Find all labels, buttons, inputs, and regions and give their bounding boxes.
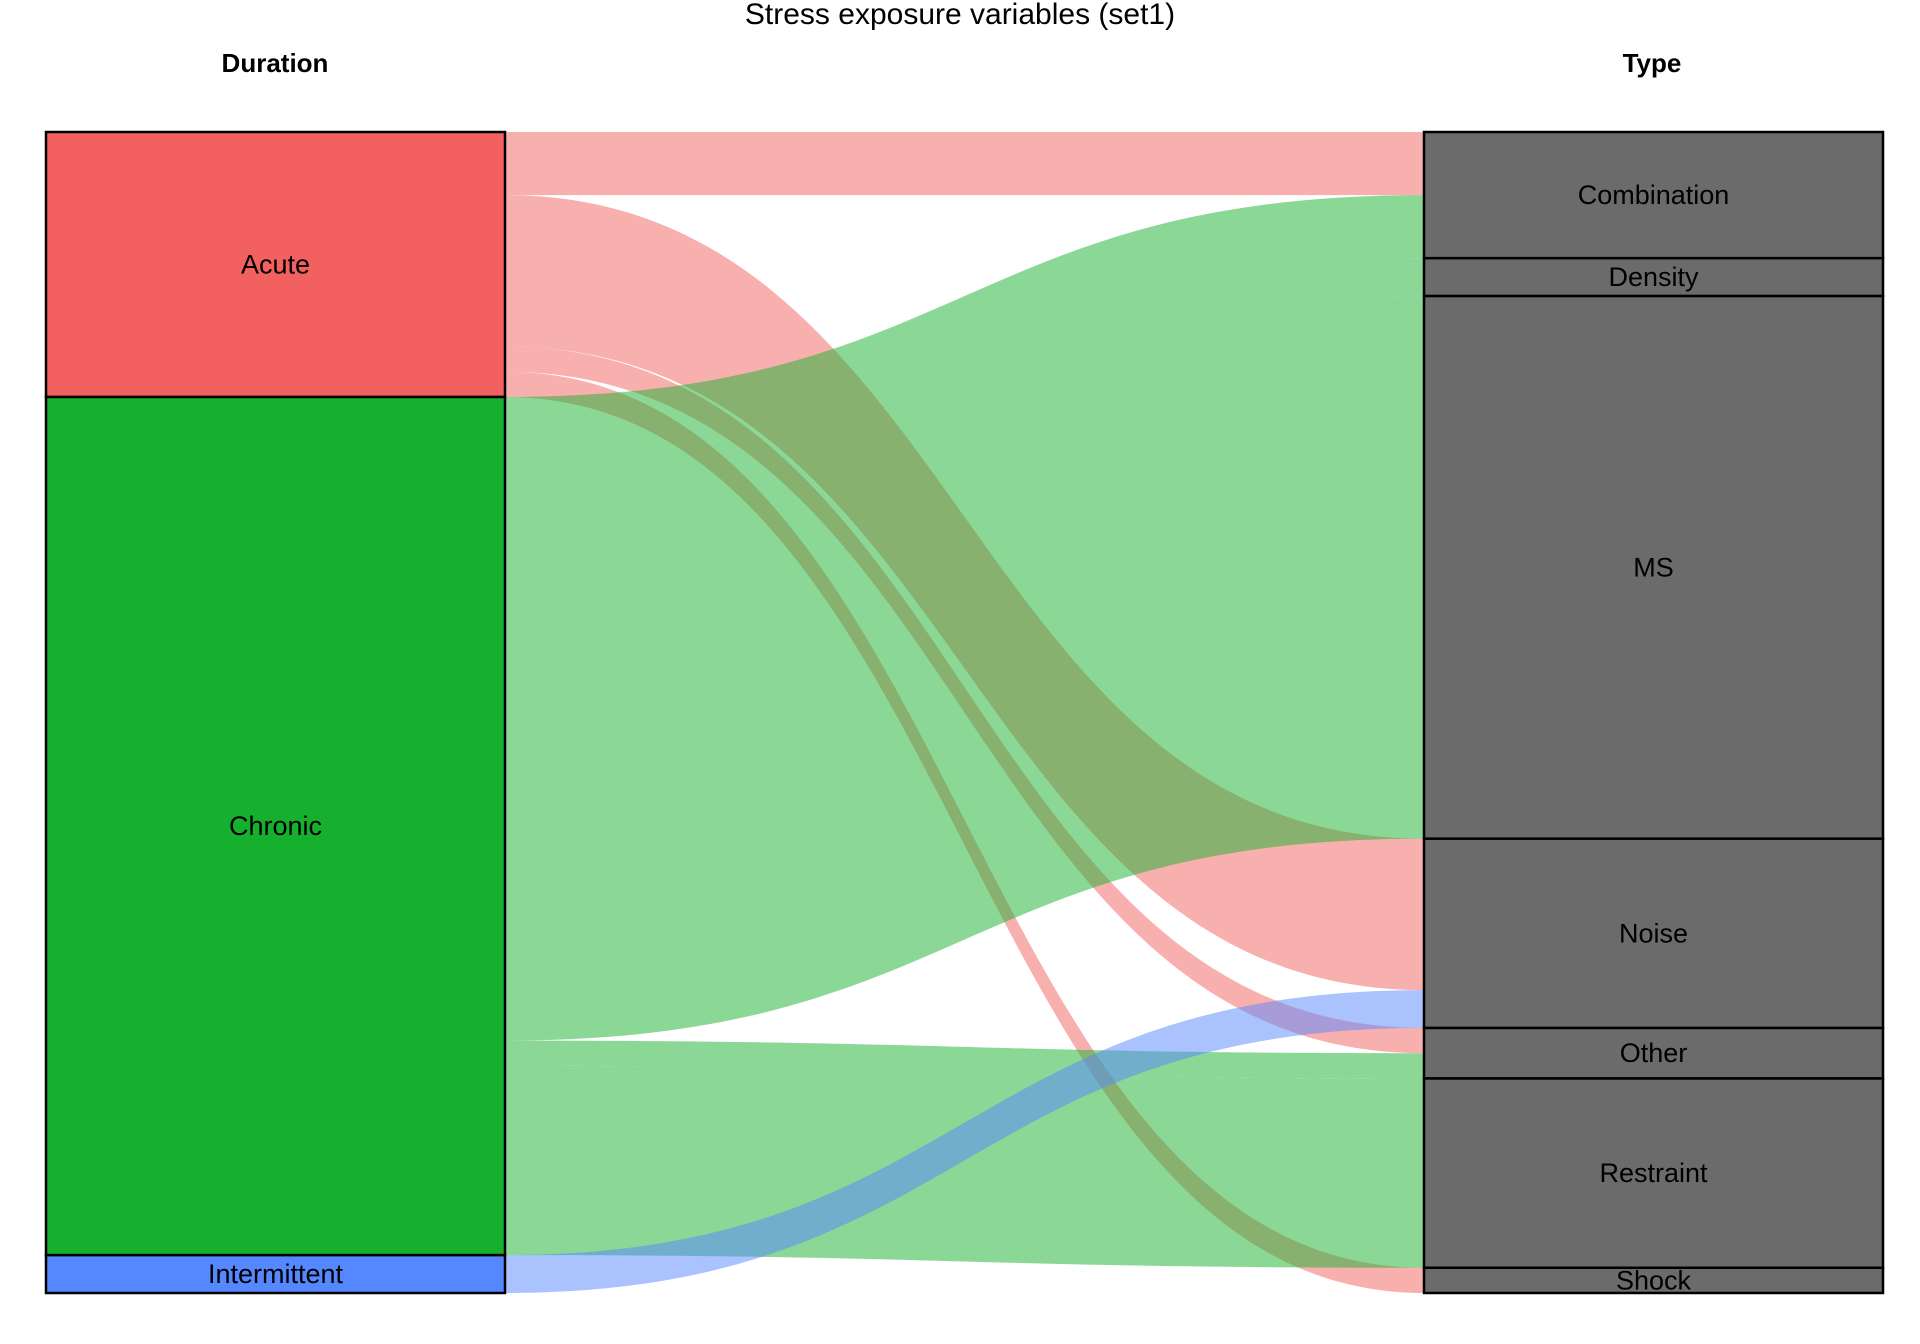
node-intermittent — [44, 1253, 507, 1295]
axis-heading-type: Type — [1623, 48, 1682, 78]
node-label-ms: MS — [1633, 552, 1674, 582]
flow-chronic-to-density — [505, 258, 1424, 498]
flow-group — [505, 132, 1424, 1293]
node-label-shock: Shock — [1616, 1265, 1692, 1295]
node-other — [1422, 1026, 1885, 1080]
axis-heading-duration: Duration — [222, 48, 329, 78]
label-group: Acute Chronic Intermittent Combination Densi… — [208, 180, 1729, 1295]
node-label-acute: Acute — [241, 250, 310, 280]
node-group — [44, 130, 1885, 1295]
flow-acute-to-combination — [505, 132, 1424, 196]
node-label-density: Density — [1608, 262, 1699, 292]
chart-title: Stress exposure variables (set1) — [745, 0, 1175, 31]
flow-chronic-to-combination — [505, 195, 1424, 461]
node-label-restraint: Restraint — [1599, 1158, 1708, 1188]
node-label-chronic: Chronic — [229, 811, 322, 841]
flow-chronic-to-ms — [505, 296, 1424, 1041]
node-density — [1422, 256, 1885, 298]
node-combination — [1422, 130, 1885, 260]
node-shock — [1422, 1266, 1885, 1295]
node-noise — [1422, 837, 1885, 1030]
node-chronic — [44, 395, 507, 1257]
flow-chronic-to-restraint — [505, 1065, 1424, 1268]
node-ms — [1422, 294, 1885, 840]
flow-intermittent-to-noise — [505, 990, 1424, 1293]
node-label-combination: Combination — [1578, 180, 1730, 210]
node-label-intermittent: Intermittent — [208, 1259, 344, 1289]
node-label-other: Other — [1620, 1038, 1688, 1068]
flow-chronic-to-other — [505, 1040, 1424, 1079]
node-label-noise: Noise — [1619, 918, 1688, 948]
